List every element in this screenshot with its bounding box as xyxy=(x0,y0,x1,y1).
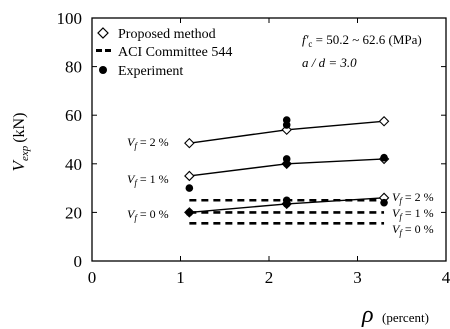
ad-annotation: a / d = 3.0 xyxy=(302,55,357,70)
aci-vf-label-0: Vf = 2 % xyxy=(392,190,434,206)
axes-group: 0 20 40 60 80 100 0 1 2 3 4 xyxy=(57,9,450,287)
x-axis-unit: (percent) xyxy=(382,310,429,325)
legend-dot-marker xyxy=(99,66,107,74)
proposed-vf-label-0: Vf = 2 % xyxy=(127,135,169,151)
x-tick-label: 1 xyxy=(176,268,185,287)
y-tick-label: 0 xyxy=(74,252,83,271)
y-tick-label: 100 xyxy=(57,9,83,28)
x-tick-label: 4 xyxy=(442,268,450,287)
labels-group: Vf = 2 %Vf = 1 %Vf = 0 %Vf = 2 %Vf = 1 %… xyxy=(127,135,434,238)
legend-experiment-label: Experiment xyxy=(118,64,183,79)
y-axis-symbol: V xyxy=(9,158,28,171)
aci-vf-label-2: Vf = 0 % xyxy=(392,222,434,238)
x-axis-symbol: ρ xyxy=(361,302,374,328)
legend-aci-label: ACI Committee 544 xyxy=(118,45,232,60)
legend-diamond-marker xyxy=(97,27,109,39)
y-tick-label: 20 xyxy=(65,203,82,222)
y-tick-label: 40 xyxy=(65,155,82,174)
experiment-point xyxy=(185,208,194,217)
x-tick-label: 3 xyxy=(353,268,362,287)
y-axis-subscript: exp xyxy=(19,145,31,161)
experiment-point xyxy=(380,153,388,162)
svg-text:Vexp(kN): Vexp (kN) xyxy=(9,113,31,172)
proposed-vf-label-1: Vf = 1 % xyxy=(127,172,169,188)
experiment-point xyxy=(282,160,291,168)
legend-dash-marker xyxy=(96,49,111,52)
x-tick-label: 2 xyxy=(265,268,274,287)
x-tick-label: 0 xyxy=(88,268,97,287)
proposed-vf-label-2: Vf = 0 % xyxy=(127,207,169,223)
fc-symbol: f' xyxy=(302,32,309,47)
fc-annotation: f'c = 50.2 ~ 62.6 (MPa) xyxy=(302,32,422,49)
aci-vf-label-1: Vf = 1 % xyxy=(392,206,434,222)
experiment-point xyxy=(282,200,291,208)
y-axis-unit: (kN) xyxy=(11,113,28,143)
experiment-series-group xyxy=(185,116,388,217)
y-axis-title: Vexp (kN) xyxy=(9,113,31,172)
y-tick-label: 80 xyxy=(65,58,82,77)
experiment-point xyxy=(282,121,291,129)
experiment-point xyxy=(185,184,194,192)
experiment-point xyxy=(380,198,388,207)
proposed-point xyxy=(184,137,195,149)
legend: Proposed method ACI Committee 544 Experi… xyxy=(96,27,232,79)
y-tick-label: 60 xyxy=(65,106,82,125)
fc-subscript: c xyxy=(308,39,312,49)
fc-value: = 50.2 ~ 62.6 (MPa) xyxy=(312,32,421,47)
legend-proposed-label: Proposed method xyxy=(118,27,216,42)
proposed-point xyxy=(378,115,390,127)
x-axis-title: ρ (percent) xyxy=(361,302,429,328)
proposed-point xyxy=(184,170,195,182)
